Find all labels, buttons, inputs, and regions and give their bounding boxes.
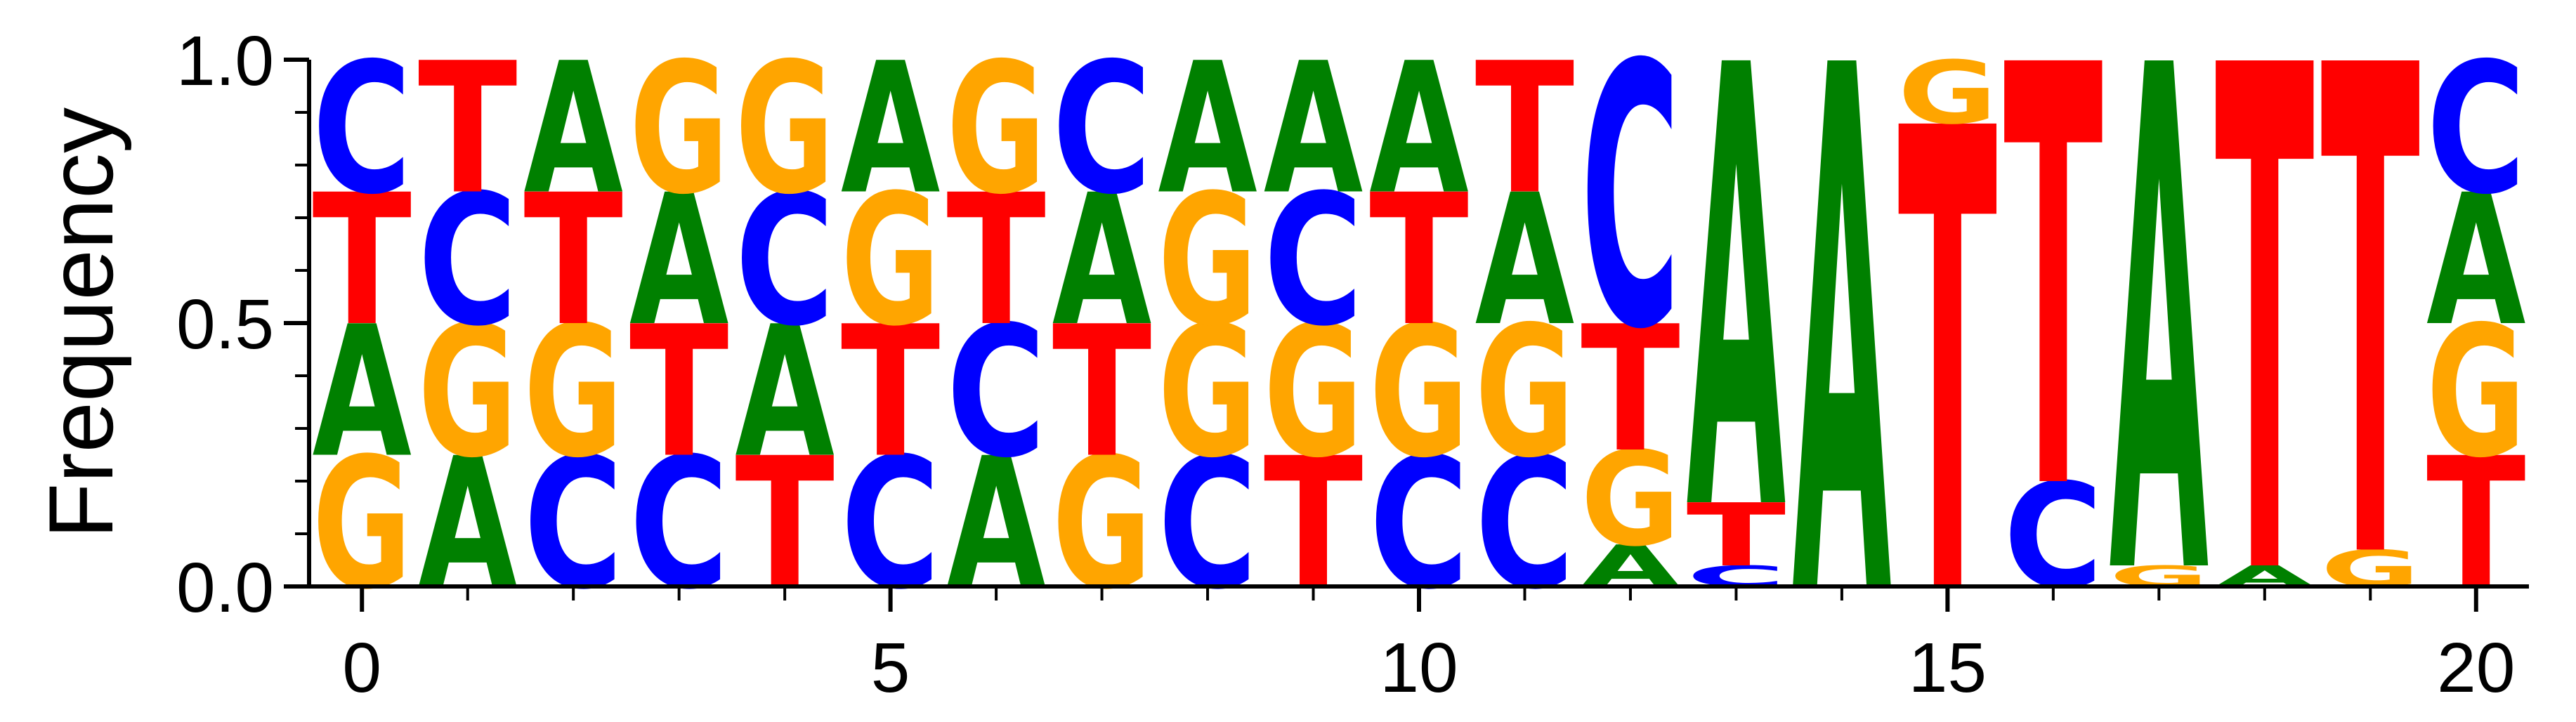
logo-letter-a: A — [1475, 155, 1574, 366]
logo-letter-a: A — [1264, 24, 1363, 235]
logo-letter-c: C — [1052, 24, 1151, 235]
logo-letter-g: G — [946, 24, 1045, 234]
logo-letter-t: T — [1581, 289, 1680, 491]
logo-letter-g: G — [1158, 156, 1257, 366]
logo-letter-c: C — [946, 287, 1045, 498]
logo-letter-t: T — [523, 156, 622, 366]
logo-letter-a: A — [1158, 24, 1257, 235]
glyph-layer: GATCAGCTCGTACTAGTACGCTGAACTGGTACCGGATGCA… — [313, 0, 2526, 722]
logo-letter-t: T — [2003, 0, 2104, 618]
logo-letter-g: G — [735, 24, 834, 234]
logo-letter-a: A — [1052, 155, 1151, 366]
ticks: 0.0 0.5 1.0 0 5 10 15 20 — [176, 22, 2515, 707]
logo-letter-g: G — [1475, 287, 1574, 497]
logo-letter-c: C — [2426, 24, 2525, 235]
x-tick-label: 15 — [1909, 629, 1987, 707]
logo-letter-t: T — [1052, 288, 1151, 498]
logo-letter-a: A — [629, 155, 728, 366]
y-tick-label: 0.5 — [176, 285, 274, 364]
logo-letter-a: A — [1792, 0, 1892, 722]
x-tick-label: 5 — [871, 629, 910, 707]
logo-letter-a: A — [1369, 24, 1468, 235]
logo-letter-g: G — [1581, 424, 1680, 575]
logo-letter-c: C — [1581, 0, 1680, 409]
logo-letter-a: A — [2110, 0, 2210, 722]
logo-letter-c: C — [313, 24, 412, 235]
logo-letter-g: G — [1264, 287, 1363, 497]
logo-letter-a: A — [841, 24, 940, 235]
logo-letter-a: A — [523, 24, 622, 235]
logo-letter-g: G — [1898, 43, 1997, 143]
logo-letter-a: A — [313, 287, 412, 498]
logo-letter-c: C — [735, 155, 834, 366]
x-tick-label: 20 — [2437, 629, 2515, 707]
logo-letter-g: G — [523, 287, 622, 497]
logo-letter-c: C — [1264, 155, 1363, 366]
y-tick-label: 0.0 — [176, 549, 274, 627]
logo-letter-t: T — [946, 156, 1045, 366]
y-axis-title: Frequency — [30, 107, 132, 539]
logo-letter-g: G — [1369, 287, 1468, 497]
y-tick-label: 1.0 — [176, 22, 274, 100]
logo-letter-t: T — [2321, 0, 2421, 709]
logo-letter-t: T — [1369, 156, 1468, 366]
logo-letter-g: G — [629, 24, 728, 234]
x-tick-label: 10 — [1380, 629, 1458, 707]
x-tick-label: 0 — [342, 629, 381, 707]
logo-letter-g: G — [1158, 287, 1257, 497]
logo-letter-t: T — [2215, 0, 2315, 722]
logo-letter-g: G — [2426, 287, 2525, 497]
logo-letter-t: T — [841, 288, 940, 498]
logo-letter-c: C — [418, 155, 517, 366]
logo-letter-a: A — [2426, 155, 2525, 366]
logo-letter-t: T — [1687, 486, 1786, 586]
logo-letter-a: A — [735, 287, 834, 498]
logo-letter-g: G — [841, 156, 940, 366]
logo-letter-a: A — [1687, 0, 1787, 646]
logo-letter-t: T — [629, 288, 728, 498]
logo-letter-t: T — [1475, 25, 1574, 235]
logo-letter-g: G — [418, 287, 517, 497]
logo-letter-t: T — [418, 25, 517, 235]
logo-letter-t: T — [313, 156, 412, 366]
